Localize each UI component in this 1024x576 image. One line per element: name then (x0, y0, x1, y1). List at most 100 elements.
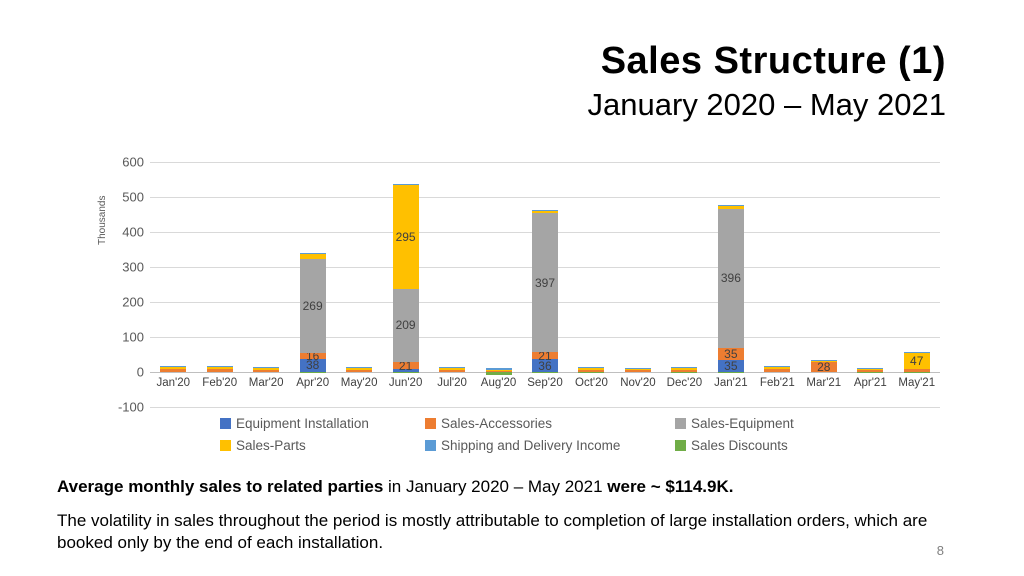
y-tick-label: 400 (122, 224, 144, 240)
bars: Jan'20 Feb'20 Mar'20 38 16 269 Apr'20 May'20 21 2… (150, 162, 940, 407)
x-category-label: Apr'21 (853, 377, 887, 389)
bar-segment (346, 366, 373, 368)
bar-segment (253, 369, 280, 372)
gridline (150, 162, 940, 163)
plot-area: 600 500 400 300 200 100 0 -100 Jan'20 Feb'20 Mar'… (118, 155, 940, 415)
bar-column-Feb20: Feb'20 (196, 162, 242, 407)
bar-segment (531, 372, 558, 374)
legend-item: Equipment Installation (220, 416, 425, 431)
bar-segment (764, 366, 791, 370)
bar-segment (578, 367, 605, 369)
bar-segment: 21 (531, 349, 558, 363)
bar-segment: 21 (392, 359, 419, 373)
legend: Equipment Installation Sales-Accessories S… (220, 416, 915, 453)
bar-segment (717, 205, 744, 209)
bar-column-Mar20: Mar'20 (243, 162, 289, 407)
bar-segment (764, 366, 791, 367)
bar-segment (392, 372, 419, 374)
bar-segment (903, 352, 930, 353)
bar-segment: 295 (392, 185, 419, 289)
x-category-label: May'20 (340, 377, 378, 389)
bar-column-Jan20: Jan'20 (150, 162, 196, 407)
data-label: 38 (305, 358, 320, 373)
x-category-label: Jan'20 (156, 377, 190, 389)
slide-subtitle: January 2020 – May 2021 (587, 87, 946, 122)
slide-title: Sales Structure (1) (600, 40, 946, 82)
bar-column-May21: 47 May'21 (894, 162, 940, 407)
bar-column-Apr21: Apr'21 (847, 162, 893, 407)
y-tick-label: 600 (122, 154, 144, 170)
bar-column-Dec20: Dec'20 (661, 162, 707, 407)
bar-segment (392, 369, 419, 372)
legend-item: Shipping and Delivery Income (425, 438, 675, 453)
bar-segment (857, 368, 884, 371)
bar-column-Feb21: Feb'21 (754, 162, 800, 407)
bar-segment (439, 367, 466, 371)
x-category-label: Feb'21 (759, 377, 795, 389)
legend-item: Sales-Accessories (425, 416, 675, 431)
x-category-label: Oct'20 (575, 377, 608, 389)
bar-segment (485, 369, 512, 371)
x-category-label: Jul'20 (437, 377, 467, 389)
data-label: 21 (538, 348, 552, 363)
x-category-label: Nov'20 (620, 377, 656, 389)
bar-segment: 35 (717, 359, 744, 373)
bar-segment (531, 209, 558, 211)
bar-segment (903, 369, 930, 372)
bar-segment (439, 370, 466, 372)
bar-segment (485, 372, 512, 375)
bar-segment: 38 (299, 358, 326, 373)
legend-label: Sales-Equipment (691, 416, 794, 431)
bar-segment (392, 184, 419, 186)
bar-segment (299, 253, 326, 259)
y-tick-label: 500 (122, 189, 144, 205)
data-label: 21 (398, 358, 413, 373)
footer-line-1: Average monthly sales to related parties… (57, 476, 942, 497)
footer-line-2: The volatility in sales throughout the p… (57, 511, 928, 552)
bar-segment (299, 372, 326, 374)
data-label: 36 (538, 358, 552, 373)
data-label: 35 (724, 346, 738, 361)
bar-segment (160, 366, 187, 368)
bar-segment (671, 369, 698, 372)
gridline (150, 407, 940, 408)
bar-column-Jul20: Jul'20 (429, 162, 475, 407)
bar-segment (671, 368, 698, 370)
legend-item: Sales Discounts (675, 438, 915, 453)
x-category-label: Mar'20 (248, 377, 284, 389)
bar-segment (253, 366, 280, 368)
bar-segment (810, 360, 837, 363)
bar-segment (764, 369, 791, 372)
legend-label: Equipment Installation (236, 416, 369, 431)
data-label: 209 (395, 318, 416, 333)
bar-segment (346, 369, 373, 372)
bar-segment: 397 (531, 213, 558, 353)
data-label: 28 (817, 360, 831, 375)
footer-line1-regular: in January 2020 – May 2021 (383, 477, 608, 496)
x-category-label: Jan'21 (714, 377, 748, 389)
footer-line1-bold-1: Average monthly sales to related parties (57, 477, 384, 496)
bar-segment (903, 372, 930, 373)
bar-segment: 16 (299, 349, 326, 363)
bar-segment (439, 366, 466, 368)
bar-segment (160, 369, 187, 372)
legend-item: Sales-Parts (220, 438, 425, 453)
bar-column-Sep20: 36 21 397 Sep'20 (522, 162, 568, 407)
bar-segment: 36 (531, 358, 558, 373)
legend-swatch (425, 440, 436, 451)
x-category-label: Dec'20 (666, 377, 703, 389)
bar-segment (578, 368, 605, 370)
page-number: 8 (936, 543, 944, 558)
footer-line1-bold-2: were ~ $114.9K. (607, 477, 734, 496)
legend-label: Shipping and Delivery Income (441, 438, 621, 453)
y-tick-label: 300 (122, 259, 144, 275)
bar-segment (206, 369, 233, 372)
bar-column-Nov20: Nov'20 (615, 162, 661, 407)
legend-label: Sales-Accessories (441, 416, 553, 431)
bar-segment: 35 (717, 346, 744, 361)
footer-text: Average monthly sales to related parties… (57, 476, 942, 553)
title-block: Sales Structure (1) January 2020 – May 2… (588, 40, 946, 123)
x-category-label: Apr'20 (296, 377, 330, 389)
bar-segment (671, 367, 698, 369)
bar-column-Mar21: 28 Mar'21 (801, 162, 847, 407)
